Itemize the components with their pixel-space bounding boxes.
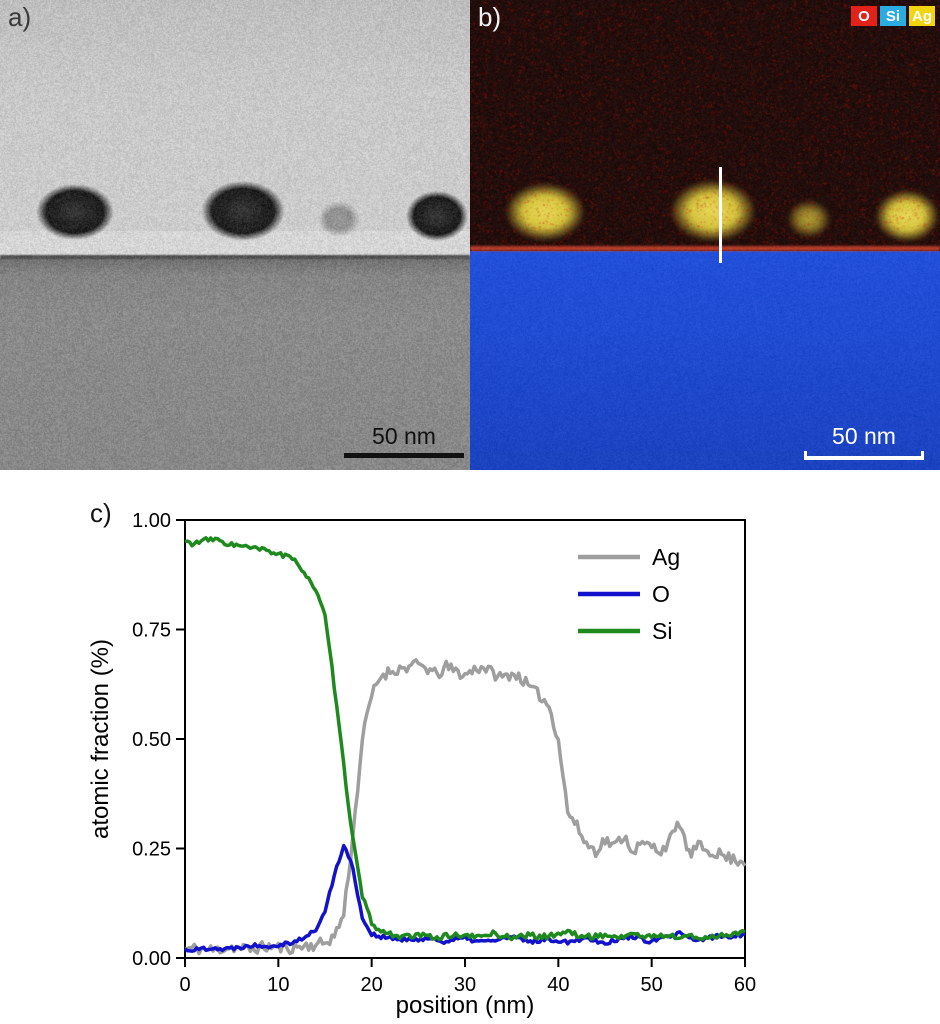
x-tick-label: 0 bbox=[179, 974, 190, 996]
scale-bar-line bbox=[344, 453, 464, 458]
scale-bar-label: 50 nm bbox=[372, 423, 436, 449]
nanoparticle bbox=[787, 200, 831, 238]
element-chip-Si: Si bbox=[880, 6, 906, 26]
panel-a-label: a) bbox=[8, 2, 32, 32]
legend-label-Ag: Ag bbox=[652, 544, 680, 570]
nanoparticle bbox=[200, 180, 286, 242]
nanoparticle bbox=[35, 183, 115, 241]
y-tick-label: 0.00 bbox=[132, 948, 171, 970]
nanoparticle bbox=[317, 200, 361, 238]
nanoparticle bbox=[405, 190, 469, 242]
legend-label-O: O bbox=[652, 581, 670, 607]
y-tick-label: 0.25 bbox=[132, 839, 171, 861]
x-tick-label: 60 bbox=[734, 974, 756, 996]
series-Si bbox=[184, 536, 746, 942]
eds-map-panel: b) O Si Ag 50 nm bbox=[470, 0, 940, 470]
oxide-interface-line bbox=[470, 246, 940, 251]
x-tick-label: 30 bbox=[454, 974, 476, 996]
nanoparticle bbox=[875, 190, 939, 242]
nanoparticle bbox=[505, 183, 585, 241]
scale-bar: 50 nm bbox=[344, 423, 464, 458]
element-chip-Ag: Ag bbox=[909, 6, 935, 26]
y-axis-title: atomic fraction (%) bbox=[87, 639, 114, 839]
tem-image-panel: a) 50 nm bbox=[0, 0, 470, 470]
x-tick-label: 40 bbox=[547, 974, 569, 996]
element-legend: O Si Ag bbox=[851, 6, 935, 26]
x-tick-label: 20 bbox=[361, 974, 383, 996]
element-chip-O: O bbox=[851, 6, 877, 26]
nanoparticle bbox=[670, 180, 756, 242]
film-substrate-interface bbox=[0, 255, 470, 259]
panel-b-label: b) bbox=[478, 2, 502, 32]
legend-label-Si: Si bbox=[652, 618, 672, 644]
scale-bar-line bbox=[804, 451, 924, 460]
y-tick-label: 0.75 bbox=[132, 620, 171, 642]
scale-bar-label: 50 nm bbox=[832, 423, 896, 449]
x-tick-label: 50 bbox=[641, 974, 663, 996]
y-tick-label: 1.00 bbox=[132, 510, 171, 532]
scale-bar: 50 nm bbox=[804, 423, 924, 460]
x-tick-label: 10 bbox=[267, 974, 289, 996]
series-Ag bbox=[184, 658, 747, 956]
line-scan-marker bbox=[719, 167, 722, 263]
profile-chart-panel: c) 0 10 20 30 40 50 60 0.00 0.25 0.50 0.75 1.00 posi… bbox=[0, 470, 940, 1024]
line-chart: 0 10 20 30 40 50 60 0.00 0.25 0.50 0.75 1.00 positio… bbox=[87, 510, 756, 1019]
x-axis-title: position (nm) bbox=[396, 992, 535, 1019]
panel-c-label: c) bbox=[90, 498, 112, 528]
y-tick-label: 0.50 bbox=[132, 729, 171, 751]
